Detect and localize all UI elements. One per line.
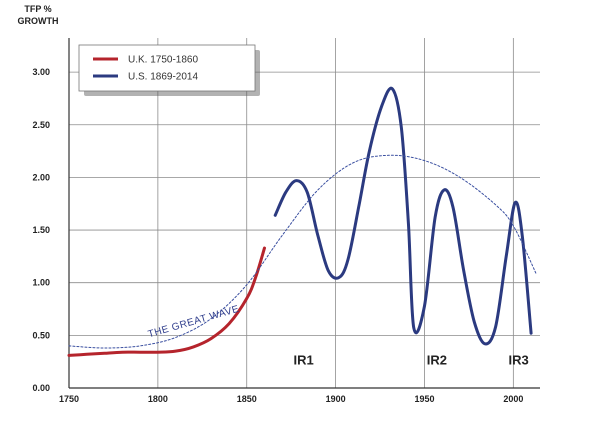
y-axis-title: TFP % GROWTH — [18, 4, 59, 26]
y-tick-label: 1.50 — [32, 225, 50, 235]
y-axis-title-line-1: TFP % — [24, 4, 51, 14]
legend-label: U.S. 1869-2014 — [128, 72, 198, 83]
annotation-ir2: IR2 — [427, 353, 447, 368]
legend-box — [78, 44, 256, 92]
series-line-u-s-1869-2014 — [273, 86, 533, 346]
great-wave-label: THE GREAT WAVE — [147, 304, 241, 341]
legend: U.K. 1750-1860 U.S. 1869-2014 — [78, 44, 260, 96]
x-tick-label: 1800 — [148, 394, 168, 404]
series-line-the-great-wave — [68, 154, 537, 349]
x-tick-label: 1900 — [326, 394, 346, 404]
x-tick-label: 1850 — [237, 394, 257, 404]
y-tick-label: 2.00 — [32, 172, 50, 182]
annotations: IR1 IR2 IR3 — [293, 353, 528, 368]
y-tick-labels: 0.00 0.50 1.00 1.50 2.00 2.50 3.00 — [32, 67, 50, 393]
x-tick-label: 1950 — [414, 394, 434, 404]
x-tick-labels: 1750 1800 1850 1900 1950 2000 — [59, 394, 523, 404]
legend-label: U.K. 1750-1860 — [128, 55, 198, 66]
series-line-u-k-1750-1860 — [67, 246, 266, 357]
y-tick-label: 0.50 — [32, 330, 50, 340]
y-axis-title-line-2: GROWTH — [18, 16, 59, 26]
annotation-ir3: IR3 — [509, 353, 529, 368]
annotation-ir1: IR1 — [293, 353, 313, 368]
axes — [68, 38, 540, 389]
y-tick-label: 1.00 — [32, 278, 50, 288]
y-tick-label: 2.50 — [32, 120, 50, 130]
series-lines: THE GREAT WAVE — [67, 86, 537, 357]
y-tick-label: 3.00 — [32, 67, 50, 77]
y-tick-label: 0.00 — [32, 383, 50, 393]
x-tick-label: 2000 — [503, 394, 523, 404]
x-tick-label: 1750 — [59, 394, 79, 404]
